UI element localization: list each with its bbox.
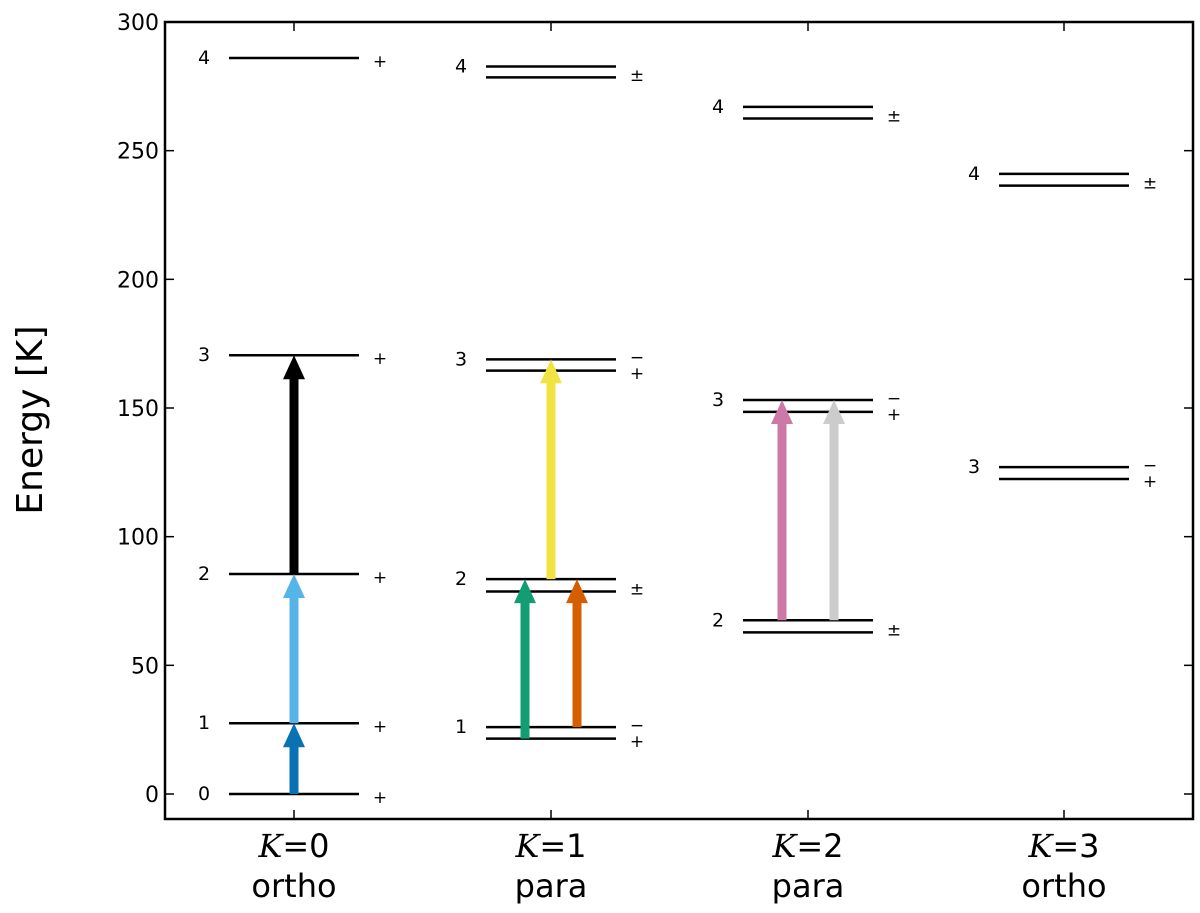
transition-arrow-head (283, 723, 305, 748)
level-j-label: 4 (198, 47, 210, 69)
y-axis-label: Energy [K] (10, 325, 51, 514)
y-tick-label: 50 (131, 654, 159, 679)
parity-label: ± (1143, 174, 1157, 194)
transition-arrow-head (566, 579, 588, 604)
transition-arrow-head (540, 359, 562, 384)
column-k-label: K=3 (1027, 827, 1099, 865)
parity-label: ± (630, 579, 644, 599)
energy-levels: 0 +1 +2 +3 +4 +1 −+2 ±3 −+4 ±2 ±3 −+4 ±3 −+4 ± (198, 47, 1157, 808)
level-j-label: 3 (968, 456, 980, 478)
y-tick-label: 0 (145, 783, 159, 808)
level-j-label: 2 (455, 568, 467, 590)
parity-label: + (373, 349, 387, 369)
parity-label-bottom: + (887, 405, 901, 425)
transition-arrow-head (514, 579, 536, 604)
parity-label: + (373, 52, 387, 72)
level-j-label: 3 (455, 348, 467, 370)
parity-label-top: − (630, 716, 644, 736)
parity-label: ± (630, 66, 644, 86)
level-j-label: 3 (198, 344, 210, 366)
y-axis: 0 50 100 150 200 250 300 (117, 11, 1193, 819)
transition-arrow-head (283, 355, 305, 380)
y-tick-label: 300 (117, 11, 159, 36)
parity-label: + (373, 788, 387, 808)
level-j-label: 0 (198, 783, 210, 805)
plot-frame (163, 20, 1195, 821)
parity-label: ± (887, 107, 901, 127)
level-j-label: 4 (455, 56, 467, 78)
level-j-label: 2 (198, 563, 210, 585)
transition-arrow-head (771, 400, 793, 425)
y-tick-label: 200 (117, 268, 159, 293)
level-j-label: 1 (455, 716, 467, 738)
level-j-label: 4 (712, 96, 724, 118)
parity-label-bottom: + (1143, 472, 1157, 492)
parity-label-top: − (887, 389, 901, 409)
level-j-label: 4 (968, 163, 980, 185)
column-k-label: K=0 (257, 827, 329, 865)
transition-arrow-head (823, 400, 845, 425)
parity-label: + (373, 568, 387, 588)
parity-label-top: − (1143, 456, 1157, 476)
column-symmetry-label: para (515, 867, 588, 905)
parity-label: ± (887, 620, 901, 640)
parity-label-top: − (630, 348, 644, 368)
parity-label: + (373, 717, 387, 737)
level-j-label: 2 (712, 609, 724, 631)
parity-label-bottom: + (630, 732, 644, 752)
column-symmetry-label: para (772, 867, 845, 905)
level-j-label: 3 (712, 389, 724, 411)
parity-label-bottom: + (630, 364, 644, 384)
column-symmetry-label: ortho (251, 867, 336, 905)
column-k-label: K=1 (514, 827, 586, 865)
transition-arrows (283, 355, 845, 794)
level-j-label: 1 (198, 712, 210, 734)
transition-arrow-head (283, 573, 305, 598)
column-symmetry-label: ortho (1021, 867, 1106, 905)
y-tick-label: 100 (117, 526, 159, 551)
column-k-label: K=2 (771, 827, 843, 865)
y-tick-label: 250 (117, 140, 159, 165)
y-tick-label: 150 (117, 397, 159, 422)
